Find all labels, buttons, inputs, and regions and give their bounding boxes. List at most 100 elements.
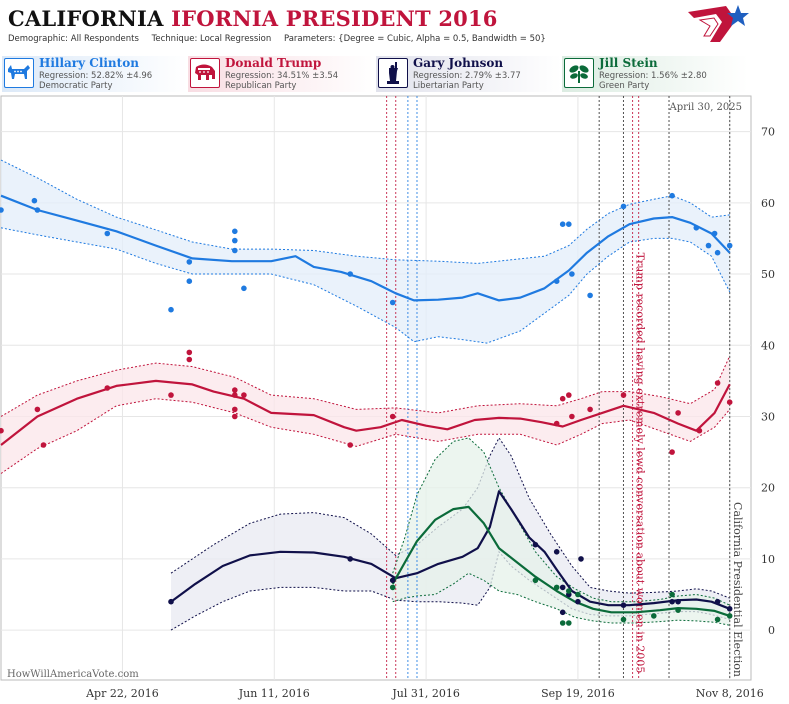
watermark-text: HowWillAmericaVote.com [7,669,139,680]
candidate-party: Libertarian Party [413,81,484,91]
poll-point [389,413,396,420]
confidence-band [392,437,730,626]
poll-point [651,613,657,619]
poll-point [347,271,354,277]
regression-line [0,379,731,446]
parameters-value: {Degree = Cubic, Alpha = 0.5, Bandwidth … [338,34,546,44]
event-annotation: California Presidential Election [731,502,744,677]
y-tick-label: 30 [761,410,775,423]
band-upper-edge [170,436,730,599]
legend-hillary-clinton: Hillary Clinton Regression: 52.82% ±4.96… [2,56,188,92]
candidate-regression: Regression: 1.56% ±2.80 [599,71,707,81]
regression-line [391,505,731,617]
demographic-value: All Respondents [70,34,139,44]
poll-point [347,442,354,448]
poll-point [696,427,703,434]
poll-point [0,207,4,213]
x-tick-label: Apr 22, 2016 [85,687,159,700]
poll-point [559,620,566,626]
candidate-party: Republican Party [225,81,297,91]
y-tick-label: 20 [761,482,775,495]
poll-point [532,577,539,584]
poll-point [241,285,247,292]
axis-tick-labels: 0 10 20 30 40 50 60 70 Apr 22, 2016 Jun 11, 2016 J… [85,126,775,700]
band-lower-edge [0,398,731,474]
poll-point [578,556,584,562]
poll-point [553,549,560,555]
poll-point [569,271,575,277]
plot-frame [0,95,752,681]
poll-point [669,449,675,455]
demographic-label: Demographic: [8,34,69,44]
poll-point [620,392,627,398]
elephant-icon [190,58,220,88]
poll-point [726,613,733,619]
regression-lines [0,194,731,617]
event-annotation: Trump recorded having extremely lewd con… [634,253,647,674]
poll-point [232,413,238,420]
poll-point [34,406,41,413]
poll-point [569,413,575,420]
poll-point [575,591,581,598]
poll-point [587,292,593,299]
title-race: IFORNIA PRESIDENT 2016 [171,6,498,31]
y-tick-label: 70 [761,126,775,139]
chart-title: CALIFORNIA IFORNIA PRESIDENT 2016 [8,6,498,31]
parameters-label: Parameters: [283,34,336,44]
poll-point [620,602,627,608]
poll-point [566,620,572,626]
poll-point [389,299,396,306]
site-logo-icon [688,5,749,42]
band-upper-edge [0,355,731,417]
regression-line [0,194,731,302]
poll-point [714,249,721,256]
band-lower-edge [0,227,731,344]
poll-point [669,192,675,199]
poll-points [0,192,733,626]
poll-point [566,588,572,594]
chart-parameters: Demographic: All Respondents Technique: … [8,34,546,44]
poll-point [532,541,539,548]
poll-point [669,598,675,605]
candidate-name: Gary Johnson [413,56,504,70]
poll-point [559,221,566,227]
poll-point [232,237,238,244]
x-tick-label: Nov 8, 2016 [696,687,764,700]
y-tick-label: 0 [768,624,775,637]
poll-point [104,230,111,237]
y-tick-label: 10 [761,553,775,566]
poll-point [34,207,41,213]
poll-point [553,584,560,591]
poll-point [575,598,581,605]
poll-point [675,410,681,416]
regression-line [170,490,731,610]
technique-label: Technique: [151,34,198,44]
poll-point [389,584,396,591]
title-state: CALIFORNIA [8,6,164,31]
legend-jill-stein: Jill Stein Regression: 1.56% ±2.80 Green… [562,56,748,92]
poll-point [711,230,718,237]
poll-point [232,228,238,235]
poll-point [726,399,733,406]
confidence-band [1,160,730,344]
poll-point [0,427,4,434]
liberty-icon [378,58,408,88]
candidate-regression: Regression: 2.79% ±3.77 [413,71,521,81]
y-tick-label: 50 [761,268,775,281]
y-tick-label: 60 [761,197,775,210]
date-label: April 30, 2025 [668,102,742,113]
poll-point [705,242,712,249]
poll-point [714,616,721,623]
poll-point [168,306,174,313]
poll-point [347,556,354,562]
poll-point [104,385,111,391]
poll-point [559,609,566,616]
poll-point [186,259,193,265]
poll-point [620,203,627,210]
x-tick-label: Sep 19, 2016 [541,687,615,700]
poll-point [675,598,681,605]
poll-point [232,392,238,398]
candidate-party: Green Party [599,81,650,91]
confidence-bands [0,159,731,631]
